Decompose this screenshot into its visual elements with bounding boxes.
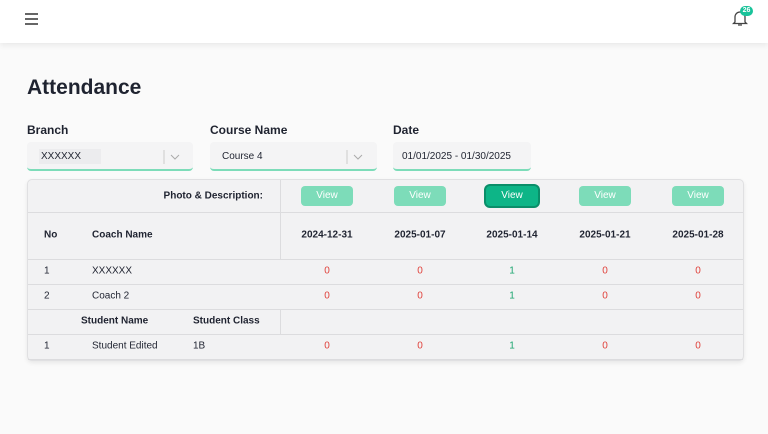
- view-button[interactable]: View: [579, 186, 631, 206]
- top-bar: 26: [0, 0, 768, 43]
- attendance-value: 0: [695, 290, 701, 302]
- row-number: 1: [44, 340, 50, 352]
- column-header: Student Name: [81, 315, 149, 327]
- row-divider: [28, 284, 743, 285]
- select-value: Course 4: [222, 151, 263, 162]
- attendance-value: 0: [324, 340, 330, 352]
- attendance-value: 0: [324, 265, 330, 277]
- row-class: 1B: [193, 340, 206, 352]
- course-select[interactable]: Course 4: [210, 142, 377, 171]
- attendance-value: 0: [417, 265, 423, 277]
- menu-icon[interactable]: [25, 13, 39, 25]
- attendance-value: 0: [324, 290, 330, 302]
- attendance-value: 0: [602, 290, 608, 302]
- column-header: Student Class: [193, 315, 260, 327]
- row-divider: [28, 309, 743, 310]
- view-button[interactable]: View: [486, 186, 538, 206]
- attendance-value: 0: [602, 340, 608, 352]
- row-divider: [28, 212, 743, 213]
- row-divider: [28, 359, 743, 360]
- row-divider: [28, 334, 743, 335]
- page-title: Attendance: [27, 76, 142, 99]
- filter-label: Branch: [27, 123, 69, 137]
- column-divider: [280, 180, 281, 259]
- dropdown-arrow: [346, 150, 363, 164]
- photo-label: Photo & Description:: [163, 190, 263, 202]
- attendance-value: 1: [509, 340, 515, 352]
- notification-badge: 26: [740, 6, 753, 16]
- attendance-table: Photo & Description: View View View View View…: [27, 179, 744, 361]
- column-header: No: [44, 229, 58, 241]
- row-divider: [28, 259, 743, 260]
- attendance-value: 1: [509, 290, 515, 302]
- date-header: 2025-01-14: [486, 229, 538, 241]
- row-name: Student Edited: [92, 340, 158, 352]
- row-name: XXXXXX: [92, 265, 133, 277]
- select-value: 01/01/2025 - 01/30/2025: [402, 151, 511, 162]
- view-button[interactable]: View: [672, 186, 724, 206]
- date-picker[interactable]: 01/01/2025 - 01/30/2025: [393, 142, 531, 171]
- date-header: 2025-01-07: [394, 229, 446, 241]
- filter-label: Course Name: [210, 123, 288, 137]
- row-number: 1: [44, 265, 50, 277]
- dropdown-arrow: [163, 150, 180, 164]
- attendance-value: 1: [509, 265, 515, 277]
- select-value: XXXXXX: [39, 149, 102, 164]
- attendance-value: 0: [695, 265, 701, 277]
- column-divider: [280, 309, 281, 334]
- date-header: 2025-01-28: [672, 229, 724, 241]
- column-header: Coach Name: [92, 229, 153, 241]
- view-button[interactable]: View: [394, 186, 446, 206]
- attendance-value: 0: [417, 340, 423, 352]
- row-number: 2: [44, 290, 50, 302]
- branch-select[interactable]: XXXXXX: [27, 142, 193, 171]
- view-button[interactable]: View: [301, 186, 353, 206]
- row-name: Coach 2: [92, 290, 130, 302]
- date-header: 2024-12-31: [301, 229, 353, 241]
- attendance-value: 0: [602, 265, 608, 277]
- attendance-value: 0: [695, 340, 701, 352]
- attendance-value: 0: [417, 290, 423, 302]
- date-header: 2025-01-21: [579, 229, 631, 241]
- filter-label: Date: [393, 123, 420, 137]
